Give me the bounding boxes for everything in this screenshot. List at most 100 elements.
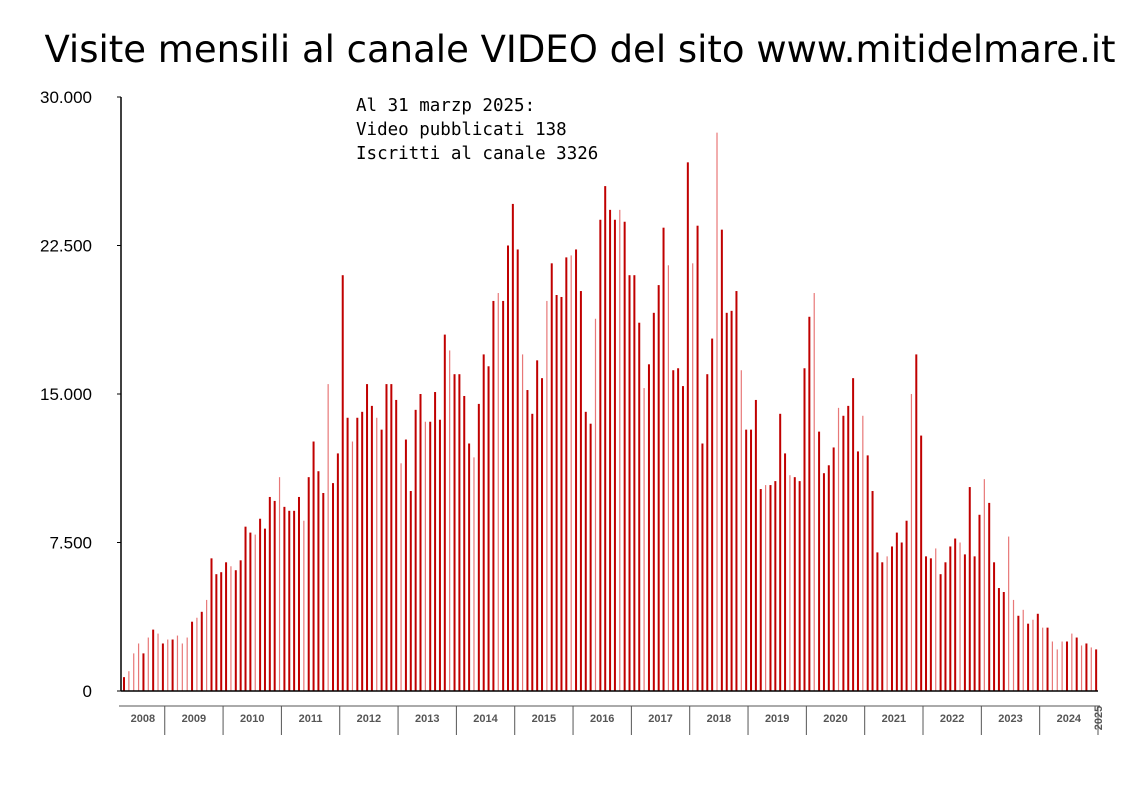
bar [711, 338, 714, 691]
bar [356, 417, 359, 691]
bar [400, 463, 402, 691]
bar [293, 510, 296, 691]
bar [647, 364, 650, 691]
bar [584, 411, 587, 691]
bar [225, 562, 228, 691]
bar [376, 417, 378, 691]
bar [516, 249, 519, 691]
bar [881, 562, 884, 691]
bar [1046, 627, 1049, 691]
bar [492, 300, 495, 691]
bar [1090, 647, 1092, 691]
bar [619, 209, 621, 692]
bar [759, 489, 762, 691]
bar [133, 653, 135, 691]
bar [784, 453, 787, 691]
bar [1032, 619, 1034, 691]
bar [536, 360, 539, 691]
bar [1008, 536, 1010, 691]
bar [832, 447, 835, 691]
y-tick-label: 0 [83, 682, 92, 701]
bar [206, 599, 208, 691]
bar [609, 209, 612, 692]
bar [511, 203, 514, 692]
bar [939, 574, 942, 691]
bar [842, 415, 845, 691]
bar [735, 291, 738, 691]
bar [1061, 641, 1063, 691]
bar [322, 493, 325, 691]
bar [997, 588, 1000, 691]
bar [550, 263, 553, 691]
bar [215, 574, 218, 691]
bar [798, 481, 801, 691]
bar [579, 291, 582, 691]
y-tick-label: 22.500 [40, 237, 92, 256]
bar [463, 395, 466, 691]
bar [983, 479, 985, 691]
bar [249, 532, 252, 691]
bar [1012, 599, 1015, 691]
bar [692, 263, 694, 691]
bar [230, 566, 232, 691]
x-tick-label: 2023 [998, 713, 1022, 725]
bar [196, 617, 198, 691]
bar [856, 451, 859, 691]
bar [429, 421, 432, 691]
bar [1085, 643, 1088, 691]
bar [477, 403, 480, 691]
bar [613, 219, 616, 691]
bar [181, 643, 183, 691]
bar [239, 560, 242, 691]
bar [1051, 641, 1053, 691]
bar [414, 409, 417, 691]
chart-title: Visite mensili al canale VIDEO del sito … [44, 28, 1116, 71]
x-tick-label: 2019 [765, 713, 789, 725]
annotation-line-3: Iscritti al canale 3326 [356, 144, 598, 164]
bar [458, 374, 461, 691]
bar [487, 366, 490, 691]
bar [531, 413, 534, 691]
x-axis: 2008 2009 2010 2011 2012 2013 2014 2015 2016 2017… [119, 690, 1105, 735]
bar [716, 132, 718, 691]
bar [652, 312, 655, 691]
bar [570, 255, 572, 691]
bar [526, 390, 529, 691]
x-tick-label: 2013 [415, 713, 439, 725]
bar [1065, 641, 1068, 691]
bar [847, 405, 850, 691]
bar [366, 384, 369, 691]
bar [643, 388, 645, 691]
y-tick-label: 30.000 [40, 88, 92, 107]
bar [453, 374, 456, 691]
bar [701, 443, 704, 691]
bar [268, 496, 271, 691]
bar [813, 293, 815, 691]
bar [827, 465, 830, 691]
bar [555, 295, 558, 691]
bar [599, 219, 602, 691]
bar [628, 275, 631, 691]
bar [506, 245, 509, 691]
bar [949, 546, 952, 691]
bar [604, 186, 607, 691]
y-tick-label: 15.000 [40, 385, 92, 404]
bar [963, 554, 966, 691]
bar [662, 227, 665, 691]
bars [123, 132, 1098, 692]
bar [297, 496, 300, 691]
bar [565, 257, 568, 691]
bar [560, 296, 563, 691]
bar [677, 368, 680, 691]
bar [1017, 615, 1020, 691]
bar [385, 384, 388, 691]
chart-annotation: Al 31 marzp 2025: Video pubblicati 138 I… [356, 96, 598, 164]
bar [720, 229, 723, 691]
bar [978, 514, 981, 691]
x-tick-label: 2012 [357, 713, 381, 725]
bar [1071, 633, 1073, 691]
bar [866, 455, 869, 691]
bar [438, 419, 441, 691]
bar [895, 532, 898, 691]
bar [935, 548, 937, 691]
